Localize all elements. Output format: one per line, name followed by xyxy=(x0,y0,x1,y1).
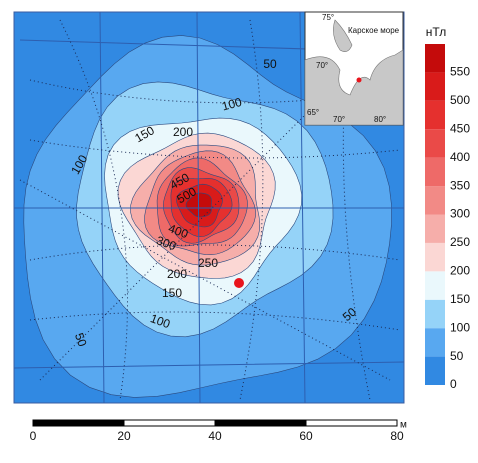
colorbar-tick-label: 550 xyxy=(450,65,470,79)
colorbar-band xyxy=(425,328,445,357)
scale-segment xyxy=(32,419,125,427)
colorbar-tick-label: 400 xyxy=(450,150,470,164)
scale-tick-label: 0 xyxy=(30,429,37,443)
colorbar-title: нТл xyxy=(426,25,446,39)
contour-label: 200 xyxy=(167,267,187,281)
scale-segment xyxy=(305,419,398,427)
colorbar-tick-label: 450 xyxy=(450,121,470,135)
inset-lat-label: 75° xyxy=(322,13,334,22)
inset-lat-label: 65° xyxy=(307,108,319,117)
contour-label: 300 xyxy=(154,233,178,253)
inset-lon-label: 70° xyxy=(333,115,345,124)
colorbar-band xyxy=(425,72,445,101)
colorbar-band xyxy=(425,44,445,73)
colorbar-band xyxy=(425,157,445,187)
scale-tick-label: 60 xyxy=(299,429,313,443)
colorbar-tick-label: 350 xyxy=(450,178,470,192)
colorbar-band xyxy=(425,242,445,272)
contour-label: 150 xyxy=(162,286,182,300)
scale-segment xyxy=(123,419,216,427)
colorbar-tick-label: 0 xyxy=(450,377,457,391)
colorbar-tick-label: 500 xyxy=(450,93,470,107)
scale-bar: 0 20 40 60 80м xyxy=(30,419,407,443)
inset-map xyxy=(304,11,404,126)
colorbar-band xyxy=(425,129,445,158)
contour-label: 50 xyxy=(72,331,90,349)
colorbar-tick-label: 100 xyxy=(450,320,470,334)
inset-sea-label: Карское море xyxy=(348,26,400,35)
colorbar: 0 50 100 150 200 250 300 350 400 450 500 550 xyxy=(425,44,470,391)
inset-lat-label: 70° xyxy=(316,61,328,70)
contour-label: 100 xyxy=(220,95,243,114)
colorbar-tick-label: 200 xyxy=(450,264,470,278)
scale-segment xyxy=(214,419,307,427)
colorbar-tick-label: 250 xyxy=(450,235,470,249)
scale-unit: м xyxy=(400,420,407,431)
colorbar-tick-label: 50 xyxy=(450,349,464,363)
colorbar-band xyxy=(425,299,445,329)
colorbar-band xyxy=(425,271,445,300)
colorbar-band xyxy=(425,100,445,130)
colorbar-band xyxy=(425,214,445,243)
contour-label: 250 xyxy=(198,256,218,270)
colorbar-tick-label: 150 xyxy=(450,292,470,306)
contour-label: 200 xyxy=(173,125,193,139)
colorbar-band xyxy=(425,186,445,215)
scale-tick-label: 20 xyxy=(117,429,131,443)
colorbar-band xyxy=(425,356,445,385)
site-marker xyxy=(234,278,244,288)
scale-tick-label: 40 xyxy=(208,429,222,443)
map-frame xyxy=(13,11,405,404)
contour-label: 100 xyxy=(148,311,172,331)
inset-lon-label: 80° xyxy=(374,115,386,124)
contour-label: 400 xyxy=(166,221,190,241)
scale-tick-label: 80 xyxy=(390,429,404,443)
survey-lines xyxy=(14,12,404,403)
contour-label: 50 xyxy=(263,57,277,71)
colorbar-tick-label: 300 xyxy=(450,207,470,221)
